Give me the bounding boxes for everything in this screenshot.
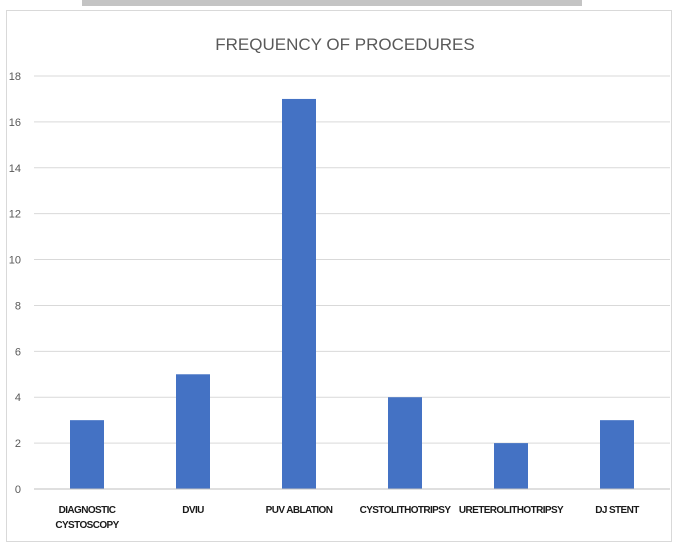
y-tick-label: 6 [15, 346, 21, 358]
gridlines [34, 75, 670, 444]
x-category-label: PUV ABLATION [266, 505, 333, 516]
bar [494, 443, 528, 489]
y-tick-label: 2 [15, 438, 21, 450]
bar [388, 397, 422, 489]
bar [176, 374, 210, 489]
chart-frame [6, 10, 672, 542]
bar [600, 420, 634, 489]
top-scroll-bar [82, 0, 582, 6]
x-category-label: DJ STENT [595, 505, 639, 516]
bars [70, 98, 634, 489]
x-category-label: URETEROLITHOTRIPSY [459, 505, 564, 516]
y-tick-label: 4 [15, 392, 21, 404]
y-tick-label: 12 [9, 209, 21, 221]
bar [70, 420, 104, 489]
x-category-label: DVIU [182, 505, 204, 516]
y-tick-label: 0 [15, 484, 21, 496]
x-category-label: CYSTOLITHOTRIPSY [360, 505, 452, 516]
x-axis-labels: DIAGNOSTIC CYSTOSCOPY DVIU PUV ABLATION CYST… [55, 505, 639, 531]
y-tick-label: 8 [15, 300, 21, 312]
chart-title: FREQUENCY OF PROCEDURES [215, 35, 474, 54]
x-category-label: DIAGNOSTIC CYSTOSCOPY [55, 505, 119, 531]
y-axis-ticks: 0 2 4 6 8 10 12 14 16 18 [9, 71, 21, 496]
y-tick-label: 18 [9, 71, 21, 83]
y-tick-label: 16 [9, 117, 21, 129]
y-tick-label: 14 [9, 163, 21, 175]
bar [282, 98, 316, 489]
y-tick-label: 10 [9, 255, 21, 267]
